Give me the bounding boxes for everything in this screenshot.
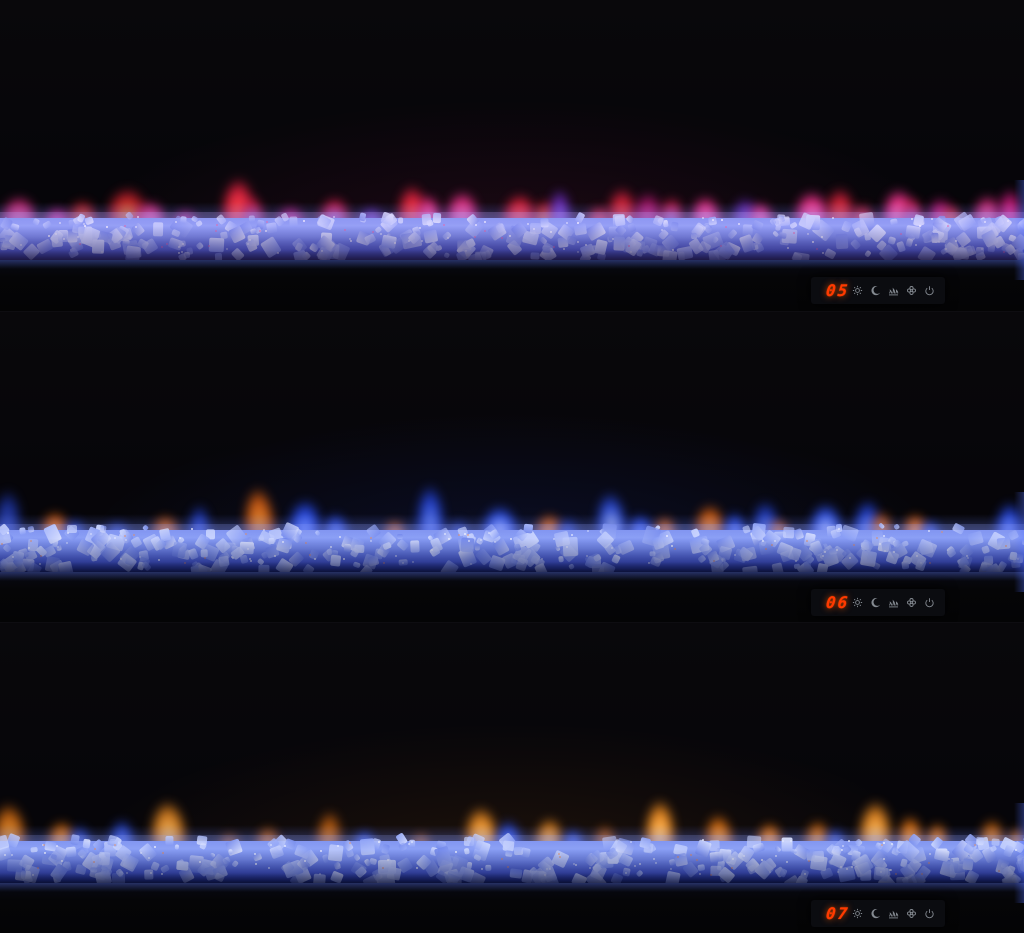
flame-bed-icon[interactable] [888, 908, 899, 919]
night-mode-icon[interactable] [870, 285, 881, 296]
control-icons [852, 597, 935, 608]
right-edge-glow [1014, 803, 1024, 903]
night-mode-icon[interactable] [870, 597, 881, 608]
fan-icon[interactable] [906, 285, 917, 296]
power-icon[interactable] [924, 597, 935, 608]
flame-bed-icon[interactable] [888, 597, 899, 608]
fireplace-view-3: 07 [0, 622, 1024, 933]
crystal-reflection [0, 260, 1024, 269]
fireplace-view-2: 06 [0, 311, 1024, 622]
flame-bed-icon[interactable] [888, 285, 899, 296]
flame-setting-readout: 07 [825, 903, 851, 923]
crystal-ember-bed [0, 825, 1024, 897]
flame-setting-readout: 05 [825, 280, 851, 300]
power-icon[interactable] [924, 285, 935, 296]
fan-icon[interactable] [906, 908, 917, 919]
fireplace-view-1: 05 [0, 0, 1024, 311]
fan-icon[interactable] [906, 597, 917, 608]
crystal-reflection [0, 883, 1024, 892]
flame-setting-readout: 06 [825, 592, 851, 612]
led-control-display: 06 [811, 589, 945, 616]
right-edge-glow [1014, 180, 1024, 280]
control-icons [852, 908, 935, 919]
brightness-icon[interactable] [852, 908, 863, 919]
crystal-ember-bed [0, 202, 1024, 268]
brightness-icon[interactable] [852, 597, 863, 608]
night-mode-icon[interactable] [870, 908, 881, 919]
crystal-ember-bed [0, 514, 1024, 582]
control-icons [852, 285, 935, 296]
led-control-display: 07 [811, 900, 945, 927]
power-icon[interactable] [924, 908, 935, 919]
right-edge-glow [1014, 492, 1024, 592]
brightness-icon[interactable] [852, 285, 863, 296]
led-control-display: 05 [811, 277, 945, 304]
crystal-reflection [0, 572, 1024, 581]
